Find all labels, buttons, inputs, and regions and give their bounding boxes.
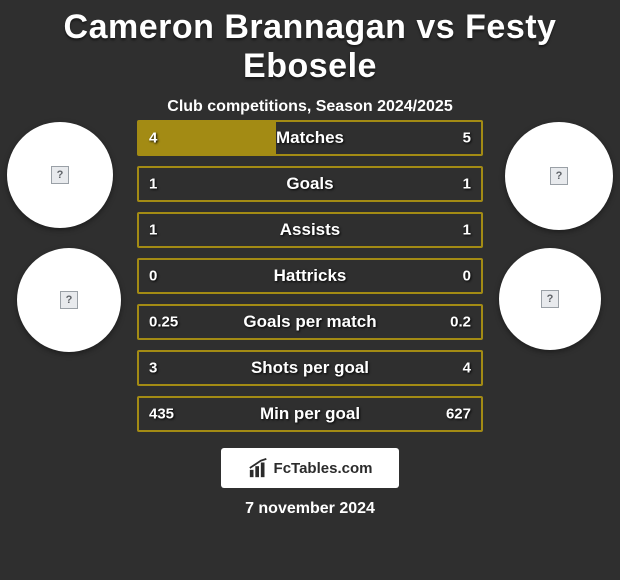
team-right-badge: ? bbox=[499, 248, 601, 350]
stat-value-left: 1 bbox=[149, 222, 157, 239]
image-placeholder-icon: ? bbox=[550, 167, 568, 185]
image-placeholder-icon: ? bbox=[541, 290, 559, 308]
stat-value-left: 4 bbox=[149, 130, 157, 147]
chart-icon bbox=[248, 457, 270, 479]
stat-fill-left bbox=[139, 122, 276, 154]
stat-row: 0.25 0.2 Goals per match bbox=[137, 304, 483, 340]
stat-label: Shots per goal bbox=[251, 358, 369, 378]
comparison-title: Cameron Brannagan vs Festy Ebosele bbox=[0, 0, 620, 86]
comparison-subtitle: Club competitions, Season 2024/2025 bbox=[0, 98, 620, 116]
stat-label: Goals bbox=[286, 174, 333, 194]
stat-value-left: 435 bbox=[149, 406, 174, 423]
stat-row: 0 0 Hattricks bbox=[137, 258, 483, 294]
player-left-avatar: ? bbox=[7, 122, 113, 228]
team-left-badge: ? bbox=[17, 248, 121, 352]
stat-value-right: 1 bbox=[463, 176, 471, 193]
stat-value-right: 0.2 bbox=[450, 314, 471, 331]
image-placeholder-icon: ? bbox=[51, 166, 69, 184]
stat-value-right: 1 bbox=[463, 222, 471, 239]
stat-row: 1 1 Assists bbox=[137, 212, 483, 248]
comparison-date: 7 november 2024 bbox=[0, 500, 620, 518]
image-placeholder-icon: ? bbox=[60, 291, 78, 309]
stat-value-right: 627 bbox=[446, 406, 471, 423]
logo-text: FcTables.com bbox=[274, 460, 373, 477]
stat-label: Hattricks bbox=[274, 266, 347, 286]
stat-value-right: 0 bbox=[463, 268, 471, 285]
player-right-avatar: ? bbox=[505, 122, 613, 230]
stat-label: Goals per match bbox=[243, 312, 376, 332]
fctables-logo: FcTables.com bbox=[221, 448, 399, 488]
stat-value-left: 1 bbox=[149, 176, 157, 193]
stat-row: 435 627 Min per goal bbox=[137, 396, 483, 432]
stat-bars-container: 4 5 Matches 1 1 Goals 1 1 Assists 0 0 Hattricks 0.25… bbox=[137, 120, 483, 442]
stat-row: 3 4 Shots per goal bbox=[137, 350, 483, 386]
stat-row: 1 1 Goals bbox=[137, 166, 483, 202]
stat-value-left: 3 bbox=[149, 360, 157, 377]
stat-value-left: 0.25 bbox=[149, 314, 178, 331]
stat-row: 4 5 Matches bbox=[137, 120, 483, 156]
stat-value-left: 0 bbox=[149, 268, 157, 285]
stat-value-right: 5 bbox=[463, 130, 471, 147]
stat-label: Assists bbox=[280, 220, 340, 240]
stat-label: Matches bbox=[276, 128, 344, 148]
stat-label: Min per goal bbox=[260, 404, 360, 424]
stat-value-right: 4 bbox=[463, 360, 471, 377]
